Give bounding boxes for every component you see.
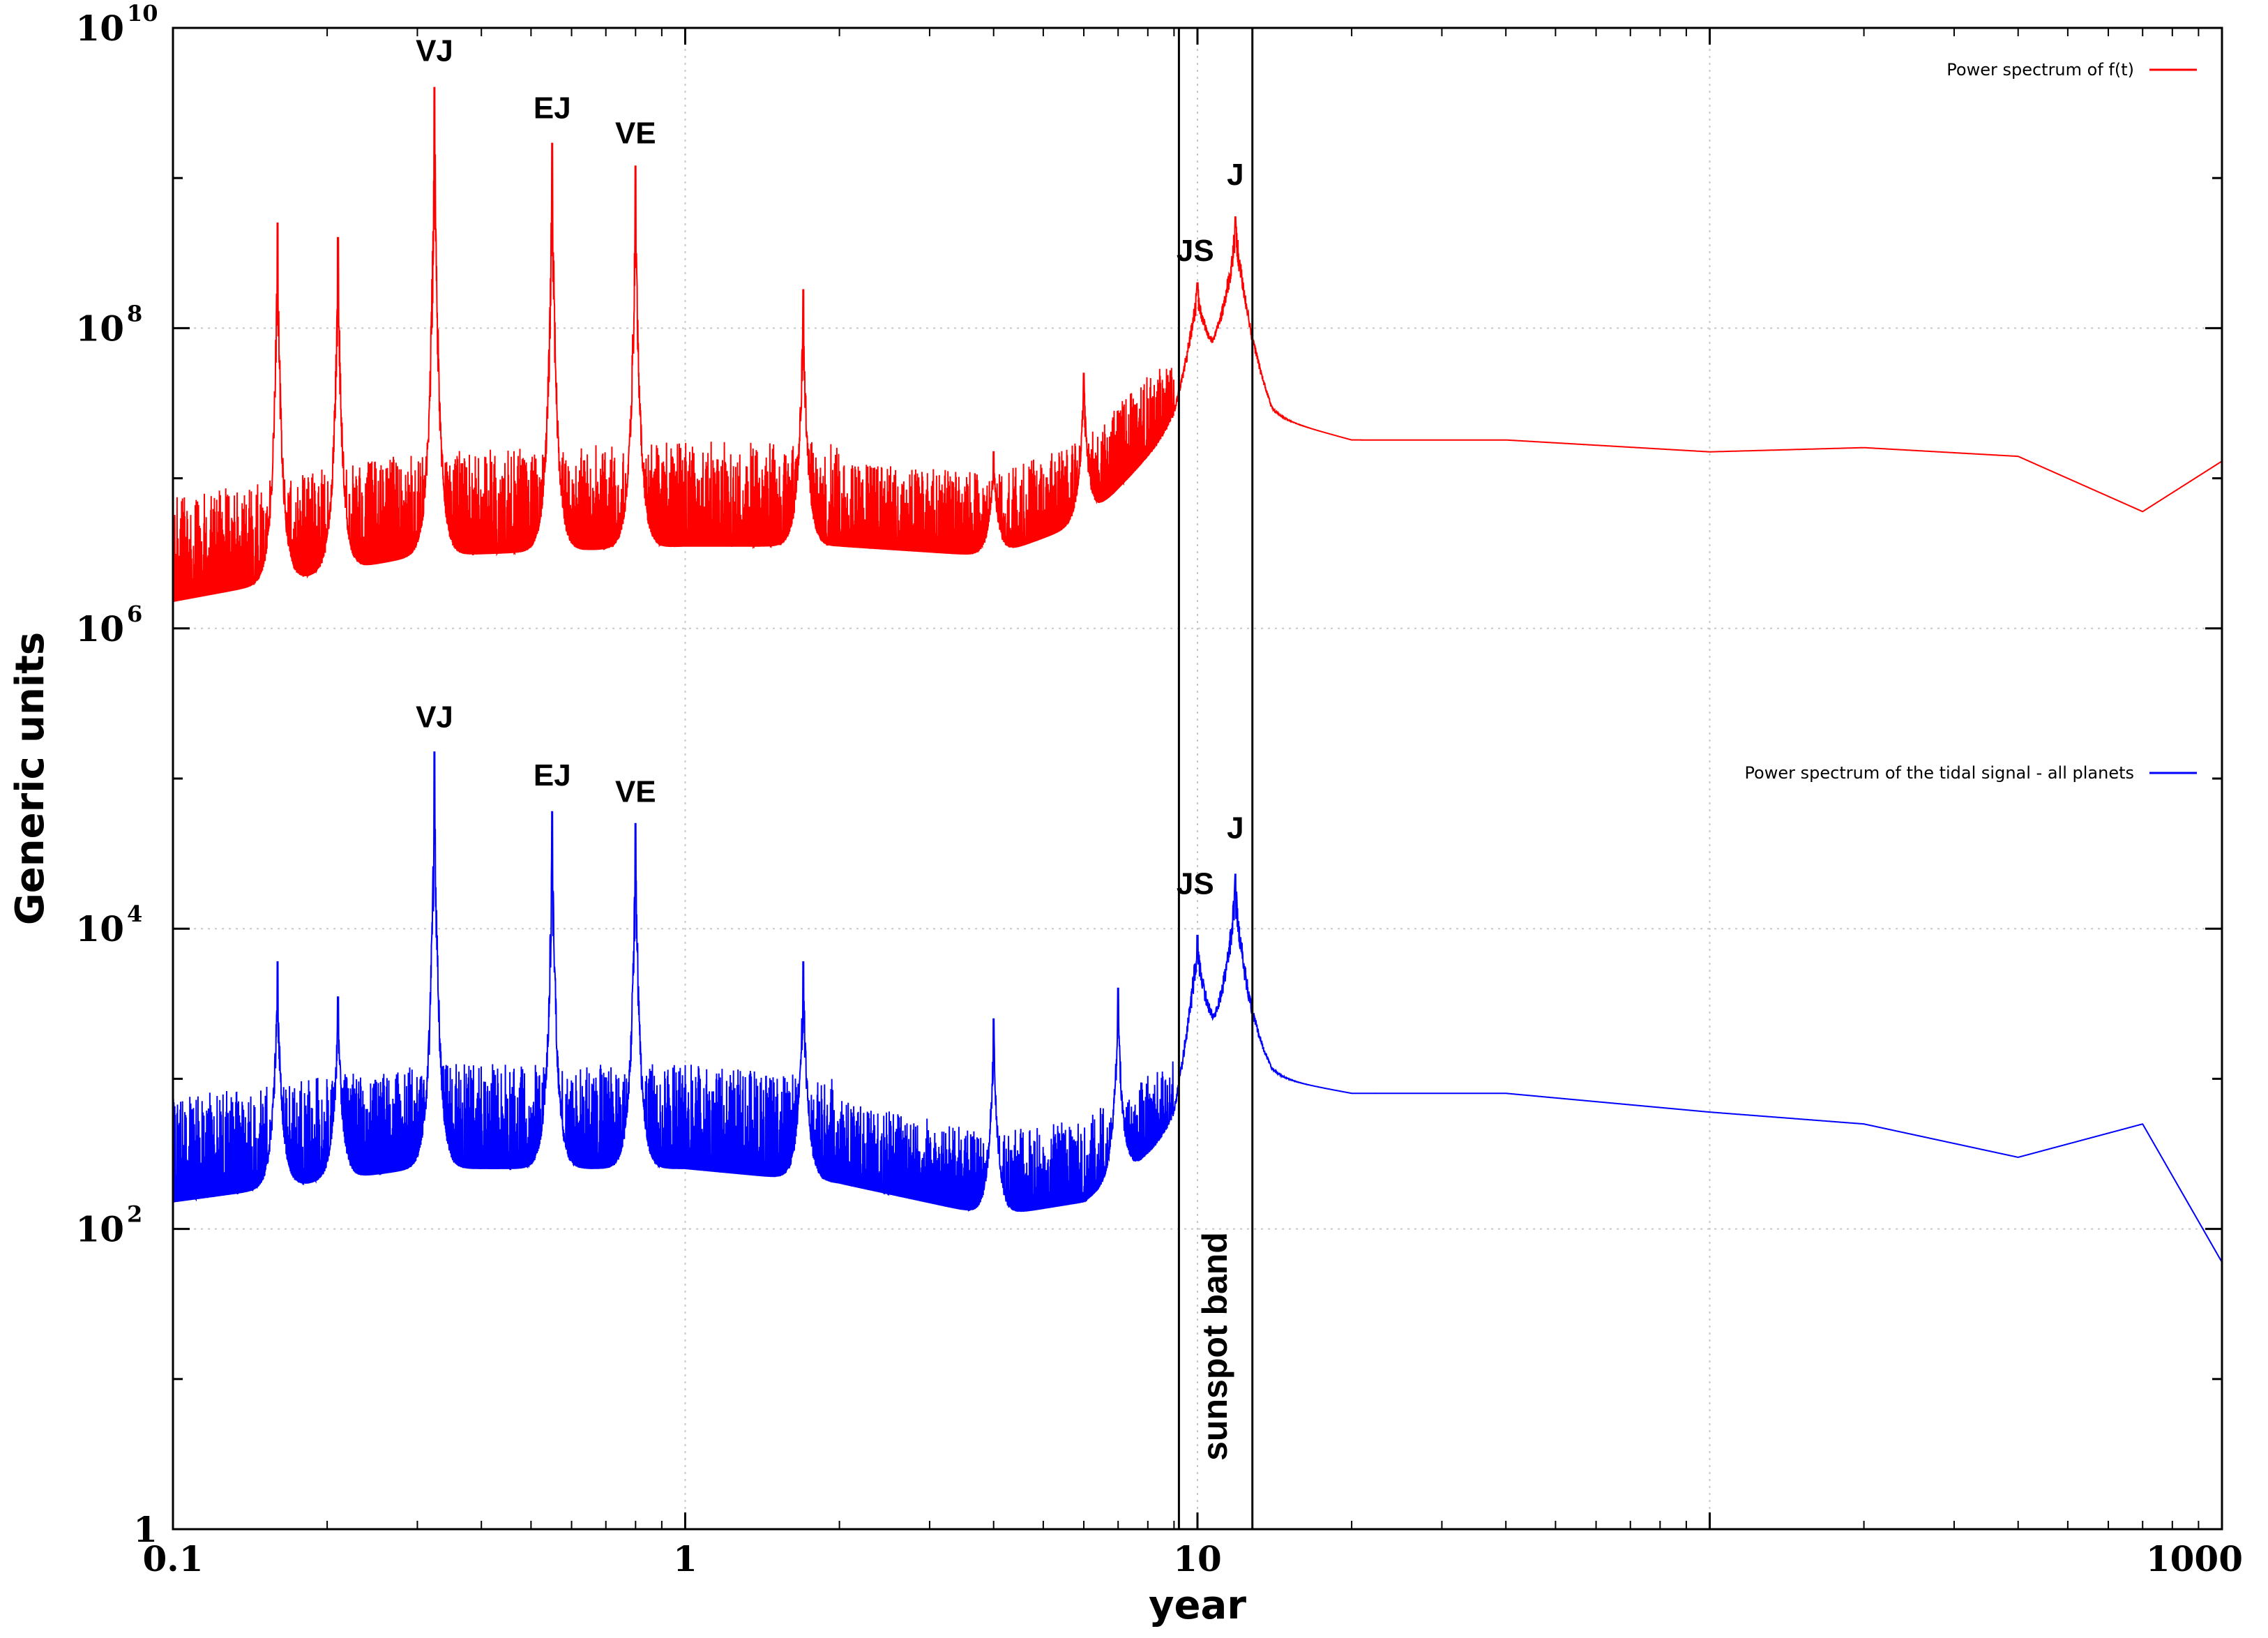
legend: Power spectrum of f(t) Power spectrum of …	[1744, 60, 2197, 783]
y-tick-label: 10	[75, 1209, 124, 1250]
x-tick-label: 1000	[2146, 1538, 2243, 1579]
series-group	[173, 87, 2222, 1263]
peak-annotations: VJ EJ VE JS J VJ EJ VE JS J	[416, 34, 1244, 901]
sunspot-band-label: sunspot band	[1195, 1232, 1234, 1461]
y-tick-label: 1	[133, 1509, 158, 1550]
peak-label: J	[1227, 811, 1243, 846]
y-tick-exponent: 4	[127, 901, 142, 927]
x-tick-label: 0.1	[143, 1538, 204, 1579]
y-tick-exponent: 8	[127, 300, 142, 326]
peak-label: JS	[1177, 234, 1214, 268]
series-line-f-t	[173, 87, 2222, 602]
y-tick-exponent: 2	[127, 1201, 142, 1228]
legend-entry-label: Power spectrum of the tidal signal - all…	[1744, 763, 2134, 783]
peak-label: JS	[1177, 867, 1214, 901]
legend-entry-label: Power spectrum of f(t)	[1946, 60, 2134, 80]
peak-label: VJ	[416, 700, 453, 734]
x-tick-label: 10	[1173, 1538, 1222, 1579]
y-axis-title: Generic units	[8, 632, 53, 925]
peak-label: J	[1227, 158, 1243, 192]
y-tick-label: 10	[75, 308, 124, 349]
x-tick-label: 1	[673, 1538, 697, 1579]
peak-label: VJ	[416, 34, 453, 68]
y-tick-exponent: 10	[127, 0, 158, 27]
y-tick-label: 10	[75, 608, 124, 649]
series-line-tidal	[173, 751, 2222, 1263]
peak-label: EJ	[534, 758, 571, 792]
y-tick-exponent: 6	[127, 601, 142, 627]
y-tick-label: 10	[75, 908, 124, 949]
x-axis-title: year	[1149, 1583, 1246, 1628]
y-tick-label: 10	[75, 8, 124, 49]
peak-label: EJ	[534, 91, 571, 126]
peak-label: VE	[615, 117, 656, 151]
peak-label: VE	[615, 774, 656, 809]
